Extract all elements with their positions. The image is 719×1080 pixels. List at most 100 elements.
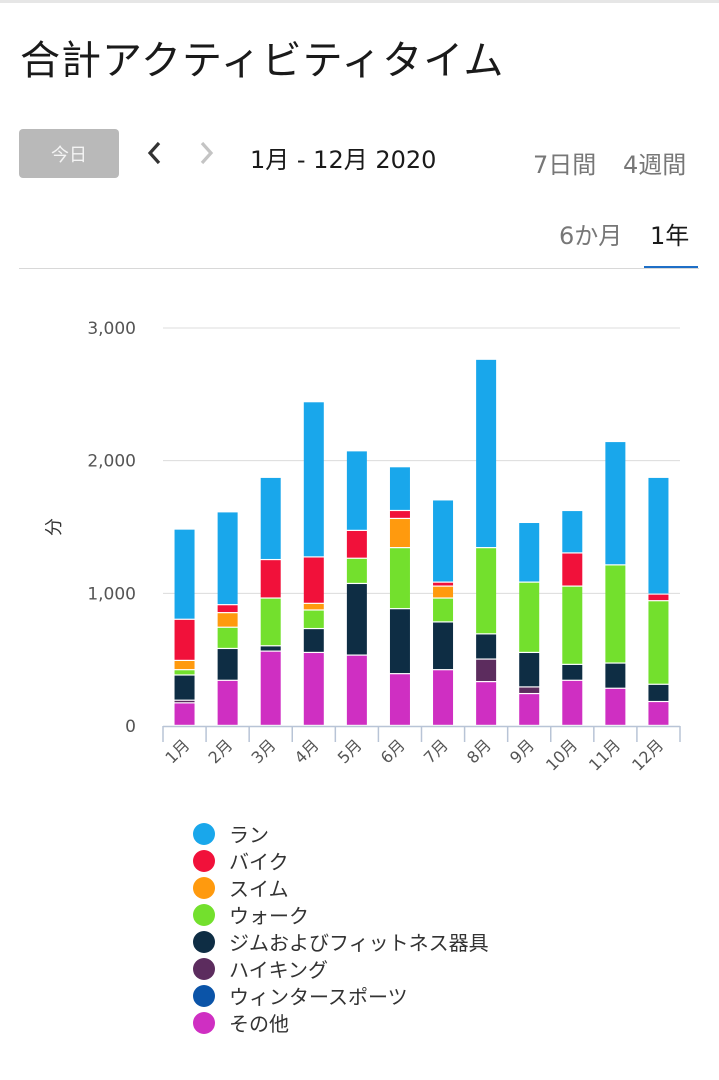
bar-segment [346, 558, 367, 583]
legend-item: ハイキング [193, 955, 489, 982]
legend-swatch [193, 957, 215, 980]
bar-stack [433, 500, 454, 725]
y-tick-label: 0 [125, 717, 136, 737]
bar-segment [433, 500, 454, 582]
bar-segment [174, 700, 195, 703]
bar-segment [303, 603, 324, 610]
x-tick-label: 7月 [420, 735, 452, 767]
bar-segment [605, 565, 626, 663]
bar-segment [174, 660, 195, 670]
bar-segment [260, 477, 281, 559]
bar-segment [648, 601, 669, 684]
bar-segment [519, 694, 540, 725]
legend-item: ジムおよびフィットネス器具 [193, 928, 489, 955]
legend-label: スイム [229, 877, 289, 901]
tab-6-months[interactable]: 6か月 [559, 222, 623, 250]
stacked-bar-chart: 0 1,000 2,000 3,000 分 1月 2月 3月 4月 5月 6月 7月 8月 9月 10月… [44, 319, 681, 775]
bar-segment [562, 553, 583, 586]
bar-segment [303, 610, 324, 628]
legend-swatch [193, 984, 215, 1007]
x-tick-label: 12月 [628, 735, 667, 774]
bar-segment [217, 605, 238, 613]
bar-segment [303, 629, 324, 652]
bar-stack [260, 477, 281, 725]
gridlines [163, 327, 680, 594]
bar-segment [389, 467, 410, 510]
bar-segment [605, 442, 626, 565]
bar-stack [389, 467, 410, 725]
y-axis-label: 分 [44, 518, 65, 536]
bar-segment [217, 512, 238, 605]
bar-segment [217, 680, 238, 725]
legend-label: ウィンタースポーツ [229, 985, 408, 1009]
bar-segment [476, 659, 497, 682]
bar-segment [174, 670, 195, 675]
legend-swatch [193, 876, 215, 899]
x-tick-label: 10月 [542, 735, 581, 774]
legend-label: バイク [229, 850, 289, 874]
legend-label: ウォーク [229, 904, 309, 928]
chevron-right-icon[interactable] [196, 138, 216, 168]
bar-segment [217, 649, 238, 680]
x-tick-label: 6月 [377, 735, 409, 767]
date-range-label: 1月 - 12月 2020 [250, 146, 437, 174]
x-axis: 1月 2月 3月 4月 5月 6月 7月 8月 9月 10月 11月 12月 [161, 725, 681, 775]
bar-stack [217, 512, 238, 725]
chevron-left-icon[interactable] [145, 138, 165, 168]
bar-segment [217, 627, 238, 648]
x-tick-label: 8月 [463, 735, 495, 767]
bar-segment [303, 653, 324, 725]
legend-item: スイム [193, 874, 489, 901]
legend-item: ラン [193, 820, 489, 847]
legend-swatch [193, 822, 215, 845]
bar-segment [476, 548, 497, 634]
bar-segment [389, 511, 410, 518]
bar-segment [562, 586, 583, 664]
bar-stack [174, 529, 195, 725]
bar-segment [476, 682, 497, 725]
tab-1-year[interactable]: 1年 [650, 222, 690, 250]
x-tick-label: 11月 [585, 735, 624, 774]
bar-segment [346, 584, 367, 655]
bar-segment [648, 684, 669, 701]
bar-segment [389, 519, 410, 548]
bar-segment [605, 663, 626, 688]
bar-segment [476, 634, 497, 659]
bar-segment [519, 582, 540, 652]
bar-segment [648, 702, 669, 725]
x-tick-label: 5月 [334, 735, 366, 767]
bar-segment [433, 598, 454, 622]
bar-segment [389, 548, 410, 609]
legend-label: ラン [229, 823, 269, 847]
bar-segment [433, 622, 454, 670]
x-tick-label: 1月 [161, 735, 193, 767]
chart-legend: ランバイクスイムウォークジムおよびフィットネス器具 ハイキングウィンタースポーツそ… [193, 820, 489, 1036]
bar-stack [648, 477, 669, 725]
bar-segment [346, 451, 367, 530]
legend-swatch [193, 849, 215, 872]
bar-segment [433, 586, 454, 598]
selected-tab-indicator [644, 266, 698, 269]
legend-item: ウォーク [193, 901, 489, 928]
bar-segment [562, 511, 583, 553]
tab-divider [19, 268, 699, 269]
bar-segment [648, 477, 669, 594]
legend-label: その他 [229, 1012, 289, 1036]
bar-segment [389, 674, 410, 725]
bar-segment [476, 359, 497, 548]
tab-4-weeks[interactable]: 4週間 [623, 151, 687, 179]
bar-segment [648, 594, 669, 601]
bar-segment [389, 609, 410, 674]
bar-stack [476, 359, 497, 725]
bar-segment [260, 598, 281, 646]
legend-swatch [193, 1011, 215, 1034]
x-tick-label: 2月 [205, 735, 237, 767]
bar-segment [519, 523, 540, 582]
bar-segment [303, 557, 324, 603]
bar-segment [174, 703, 195, 725]
tab-7-days[interactable]: 7日間 [533, 151, 597, 179]
x-tick-label: 4月 [291, 735, 323, 767]
bar-segment [605, 688, 626, 725]
today-button[interactable]: 今日 [19, 129, 119, 178]
legend-label: ジムおよびフィットネス器具 [229, 931, 489, 955]
